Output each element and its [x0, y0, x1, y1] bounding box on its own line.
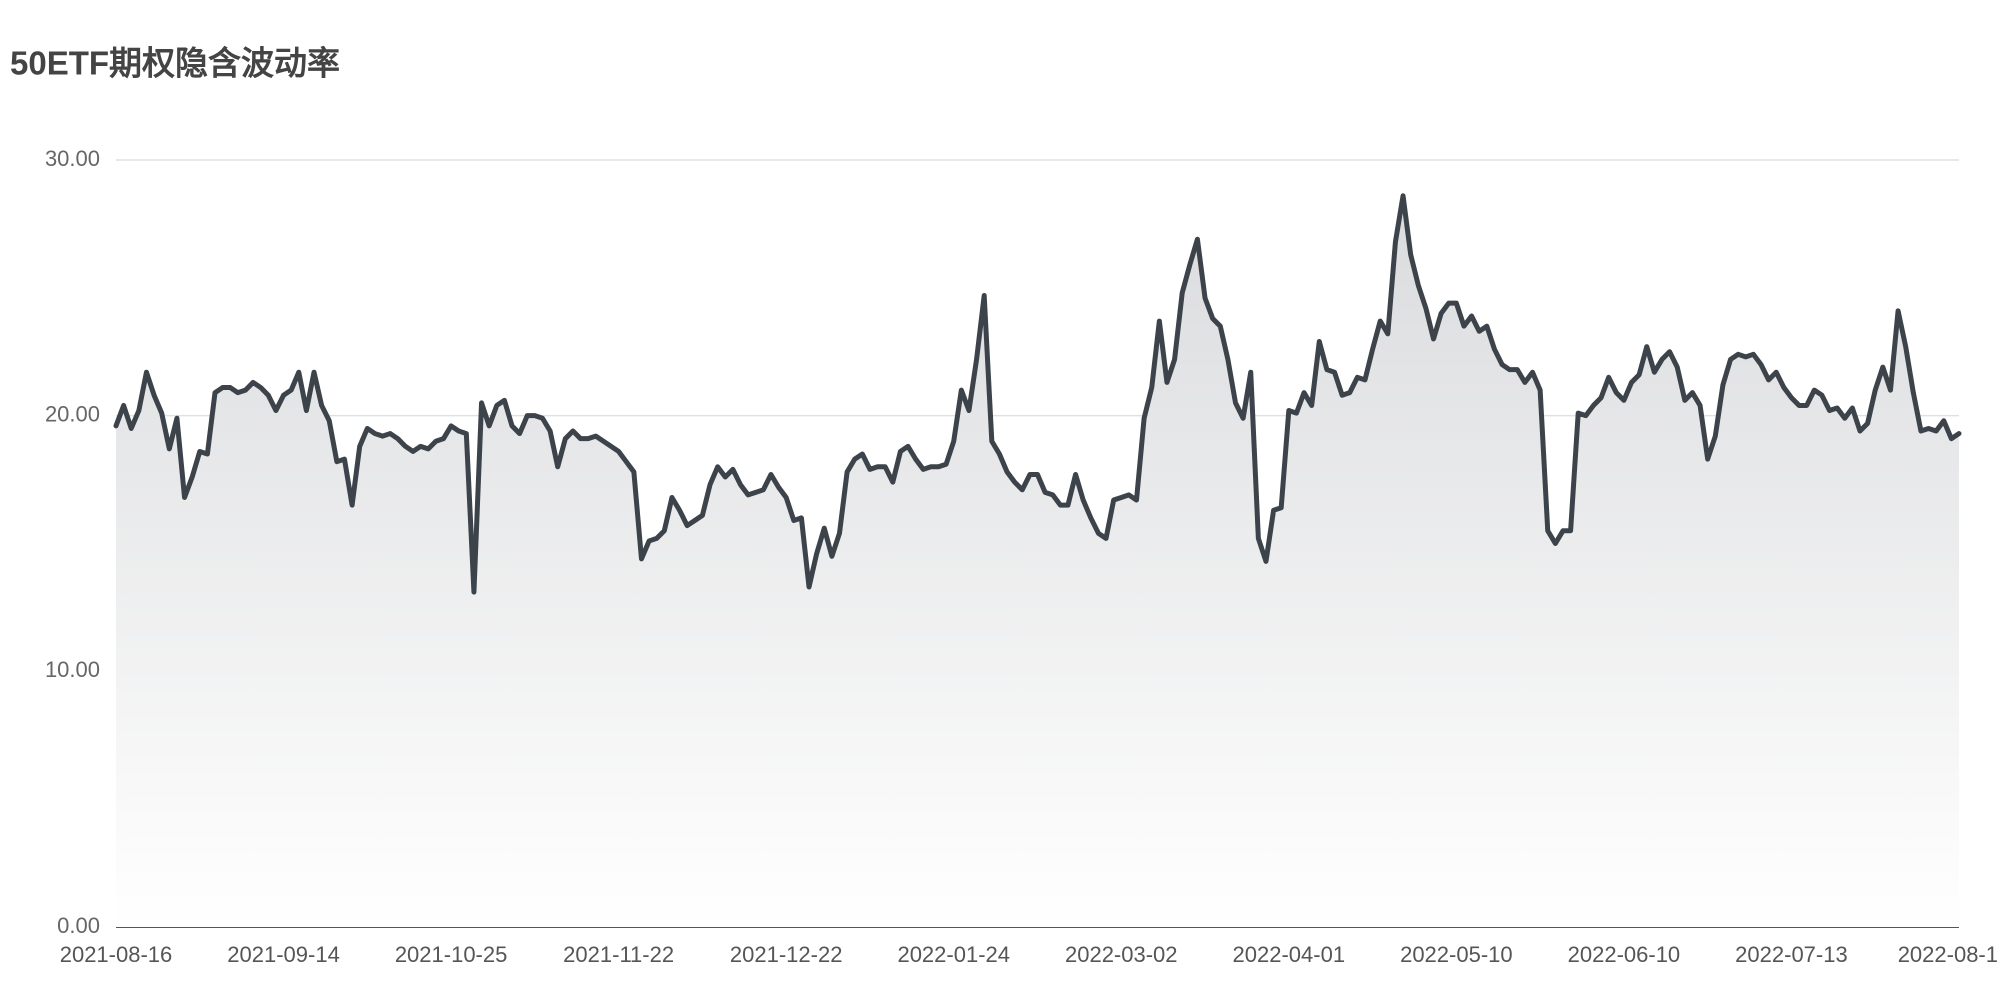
x-tick-label: 2022-08-1 — [1898, 942, 1998, 967]
x-tick-label: 2022-04-01 — [1233, 942, 1346, 967]
x-tick-label: 2022-07-13 — [1735, 942, 1848, 967]
line — [113, 193, 1962, 595]
x-tick-label: 2021-11-22 — [563, 942, 674, 967]
x-tick-label: 2022-03-02 — [1065, 942, 1178, 967]
chart-title: 50ETF期权隐含波动率 — [10, 45, 340, 82]
x-tick-label: 2021-08-16 — [60, 942, 173, 967]
x-tick-label: 2021-12-22 — [730, 942, 843, 967]
x-tick-label: 2022-01-24 — [897, 942, 1010, 967]
y-tick-label: 20.00 — [45, 401, 100, 426]
x-tick-label: 2021-09-14 — [227, 942, 340, 967]
x-tick-label: 2022-06-10 — [1568, 942, 1681, 967]
x-tick-label: 2022-05-10 — [1400, 942, 1513, 967]
y-tick-label: 10.00 — [45, 657, 100, 682]
y-tick-label: 0.00 — [57, 913, 100, 938]
area — [116, 195, 1959, 928]
y-tick-label: 30.00 — [45, 146, 100, 171]
x-tick-label: 2021-10-25 — [395, 942, 508, 967]
